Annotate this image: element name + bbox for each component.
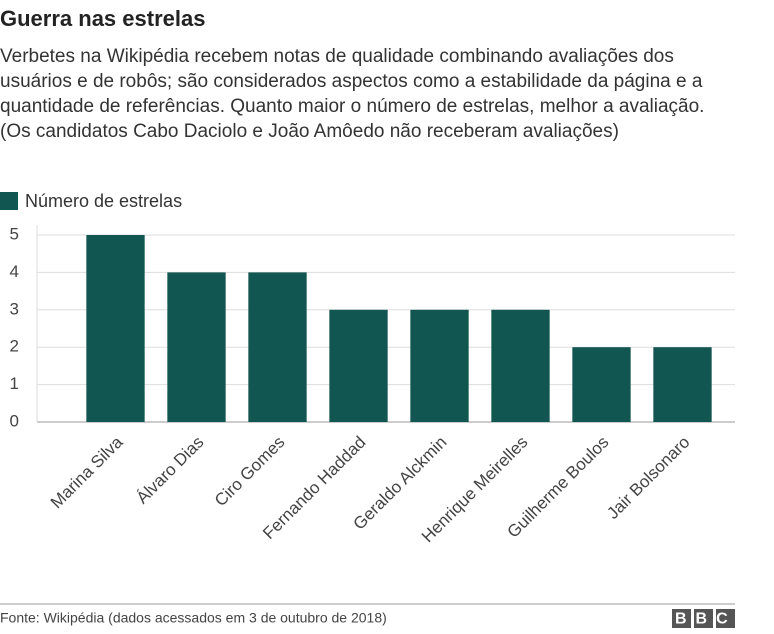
bar <box>572 347 631 422</box>
logo: BBC <box>675 611 737 628</box>
bar <box>491 309 550 422</box>
y-tick-label: 4 <box>10 262 19 281</box>
y-tick-label: 1 <box>10 374 19 393</box>
chart-title: Guerra nas estrelas <box>0 6 206 31</box>
legend-label: Número de estrelas <box>25 191 182 211</box>
logo-box <box>672 609 691 628</box>
y-tick-label: 5 <box>10 224 19 243</box>
logo-box <box>716 609 735 628</box>
bar <box>86 235 145 422</box>
legend-swatch <box>0 192 18 210</box>
logo-box <box>694 609 713 628</box>
bar <box>248 272 307 422</box>
y-tick-label: 2 <box>10 337 19 356</box>
bar <box>410 309 469 422</box>
y-tick-label: 0 <box>10 411 19 430</box>
bar <box>329 309 388 422</box>
source: Fonte: Wikipédia (dados acessados em 3 d… <box>0 610 387 626</box>
y-tick-label: 3 <box>10 299 19 318</box>
bar <box>167 272 226 422</box>
x-tick-label: Ciro Gomes <box>211 433 289 511</box>
x-tick-label: Álvaro Dias <box>133 433 208 508</box>
x-tick-label: Jair Bolsonaro <box>603 433 693 523</box>
chart-subtitle: Verbetes na Wikipédia recebem notas de q… <box>0 46 705 142</box>
bar <box>653 347 712 422</box>
x-tick-label: Marina Silva <box>47 432 127 512</box>
